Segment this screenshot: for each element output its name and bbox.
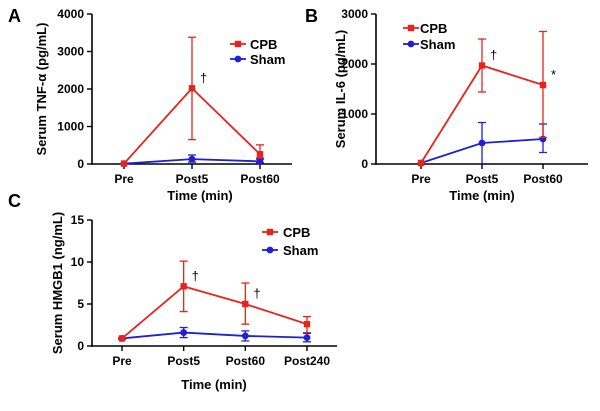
y-tick-label: 3000 (57, 45, 84, 59)
significance-marker: † (490, 48, 497, 63)
significance-marker: † (192, 268, 199, 283)
data-point-cpb (256, 151, 264, 158)
y-axis-title: Serum HMGB1 (ng/mL) (50, 212, 65, 354)
series-cpb (118, 260, 311, 342)
x-tick-label: Post5 (466, 172, 499, 186)
legend-item-sham: Sham (230, 52, 285, 67)
data-point-cpb (188, 85, 196, 92)
legend-item-cpb: CPB (262, 225, 310, 240)
legend-marker (407, 40, 415, 48)
legend-label: CPB (283, 225, 310, 240)
x-tick-label: Pre (112, 354, 132, 368)
data-point-cpb (120, 160, 128, 167)
y-tick-label: 1000 (57, 120, 84, 134)
data-point-sham (303, 334, 311, 341)
y-tick-label: 2000 (341, 57, 368, 71)
legend-item-cpb: CPB (403, 21, 447, 36)
y-tick-label: 15 (71, 213, 85, 227)
significance-marker: † (200, 70, 207, 85)
y-tick-label: 0 (77, 339, 84, 353)
y-tick-label: 10 (71, 255, 85, 269)
y-tick-label: 0 (77, 157, 84, 171)
series-sham (417, 121, 547, 167)
series-sham (118, 326, 311, 343)
chart-panel-b: B 0 1000 2000 3000 Pre Post5 Post60 Time (min) Se… (305, 6, 588, 203)
legend-marker (407, 24, 415, 32)
legend-item-sham: Sham (262, 243, 318, 258)
panel-letter: C (8, 191, 21, 211)
data-point-sham (180, 329, 188, 336)
legend-label: Sham (283, 243, 318, 258)
chart-panel-c: C 0 5 10 15 Pre Post5 Post60 Post240 Time (min) Se… (8, 191, 337, 392)
data-point-cpb (242, 300, 249, 308)
x-tick-label: Post240 (284, 354, 330, 368)
data-point-sham (478, 139, 486, 147)
panel-letter: A (8, 6, 21, 26)
data-point-cpb (180, 283, 187, 290)
y-tick-label: 1000 (341, 107, 368, 121)
data-point-cpb (539, 81, 547, 89)
legend-item-cpb: CPB (230, 37, 277, 52)
x-tick-label: Post5 (176, 172, 209, 186)
data-point-cpb (478, 62, 486, 69)
x-tick-label: Post60 (240, 172, 280, 186)
y-axis-title: Serum TNF-α (pg/mL) (34, 23, 49, 156)
chart-panel-a: A 0 1000 2000 3000 4000 Pre Post5 Post60 Time (mi… (8, 6, 292, 203)
legend-label: Sham (420, 37, 455, 52)
legend-label: CPB (250, 37, 277, 52)
y-tick-label: 2000 (57, 82, 84, 96)
significance-marker: * (551, 67, 556, 82)
legend-label: Sham (250, 52, 285, 67)
series-line-cpb (121, 285, 308, 340)
legend-marker (266, 246, 274, 254)
y-tick-label: 4000 (57, 7, 84, 21)
x-tick-label: Pre (114, 172, 134, 186)
y-tick-label: 0 (361, 157, 368, 171)
panel-letter: B (305, 6, 318, 26)
x-tick-label: Post60 (226, 354, 266, 368)
data-point-cpb (417, 159, 425, 167)
series-line-sham (121, 331, 308, 340)
x-tick-label: Post5 (167, 354, 200, 368)
y-tick-label: 3000 (341, 7, 368, 21)
x-axis-title: Time (min) (181, 377, 247, 392)
legend-item-sham: Sham (403, 37, 455, 52)
data-point-sham (241, 332, 249, 340)
x-axis-title: Time (min) (449, 188, 515, 203)
data-point-sham (256, 157, 264, 165)
x-tick-label: Pre (411, 172, 431, 186)
significance-marker: † (253, 286, 260, 301)
legend-label: CPB (420, 21, 447, 36)
data-point-sham (188, 155, 196, 163)
data-point-cpb (303, 320, 311, 328)
legend-marker (266, 228, 274, 236)
y-tick-label: 5 (77, 297, 84, 311)
series-cpb (417, 30, 547, 167)
series-cpb (120, 36, 264, 167)
y-axis-title: Serum IL-6 (pg/mL) (333, 30, 348, 148)
legend-marker (234, 55, 242, 63)
x-axis-title: Time (min) (167, 188, 233, 203)
legend-marker (234, 40, 242, 48)
x-tick-label: Post60 (523, 172, 563, 186)
data-point-cpb (118, 335, 126, 342)
